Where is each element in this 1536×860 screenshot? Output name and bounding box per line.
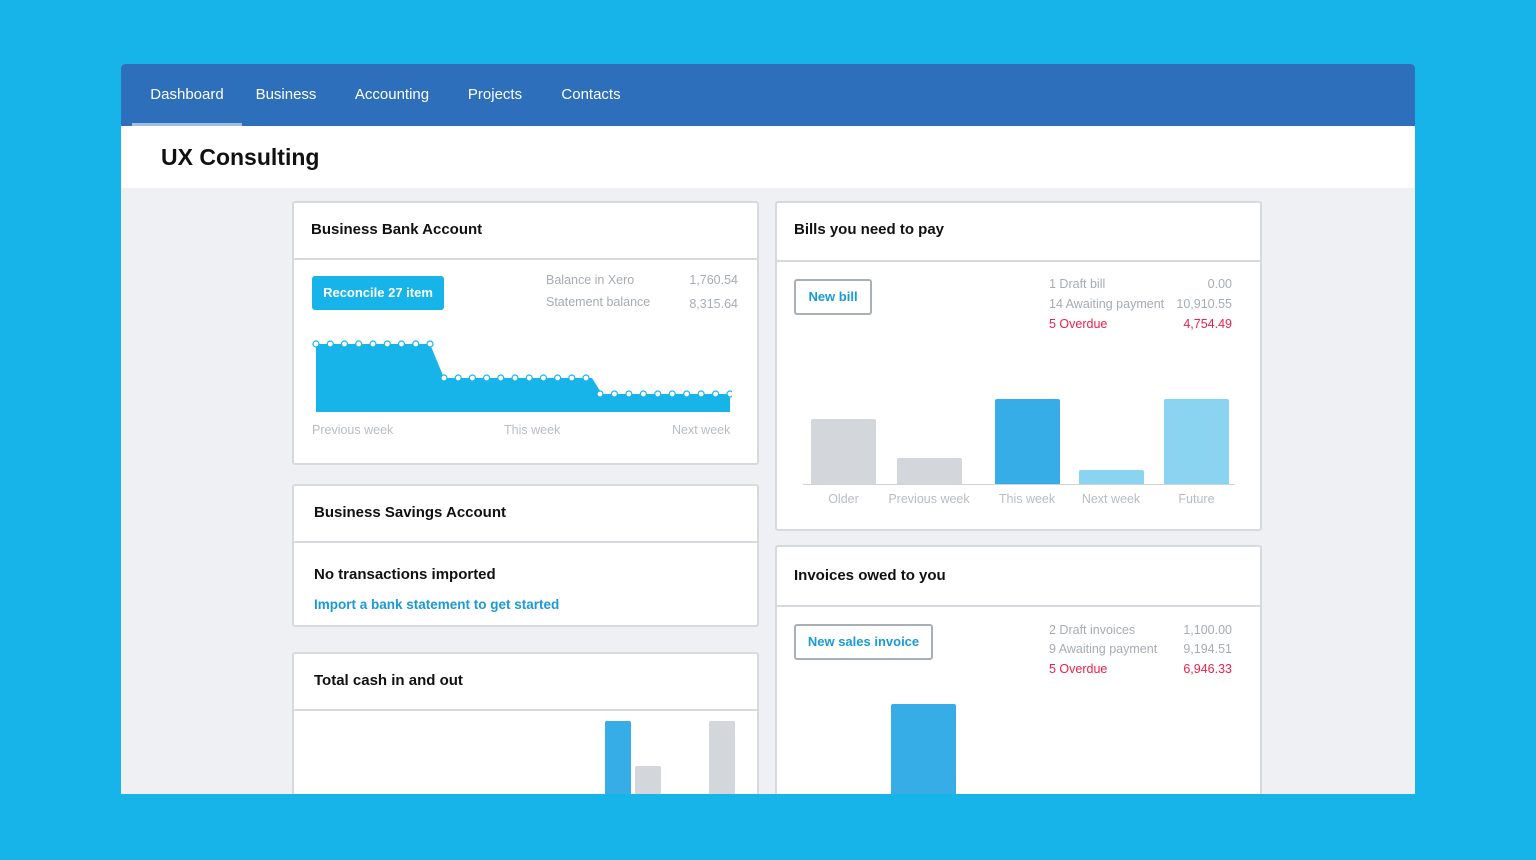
balance-point (596, 390, 604, 398)
balance-points (312, 340, 732, 398)
cash-in-bar (605, 721, 631, 794)
balance-point (711, 390, 720, 398)
balance-point (654, 390, 662, 398)
statement-balance-label: Statement balance (546, 295, 651, 309)
axis-previous-week: Previous week (312, 423, 394, 437)
no-transactions-message: No transactions imported (314, 566, 496, 583)
bills-axis-older: Older (828, 492, 859, 506)
balance-point (497, 374, 505, 382)
new-bill-button[interactable]: New bill (794, 279, 872, 315)
balance-point (726, 390, 732, 398)
balance-xero-value: 1,760.54 (689, 273, 738, 287)
invoice-bar-this-week (891, 704, 956, 794)
draft-bill-value: 0.00 (1207, 277, 1232, 291)
draft-invoices-label: 2 Draft invoices (1049, 623, 1136, 637)
bill-bar-future (1164, 399, 1229, 484)
balance-point (369, 340, 377, 348)
balance-point (426, 340, 434, 348)
balance-point (355, 340, 363, 348)
overdue-value: 6,946.33 (1183, 662, 1232, 676)
awaiting-payment-value: 9,194.51 (1183, 642, 1232, 656)
balance-point (326, 340, 334, 348)
balance-point (511, 374, 519, 382)
axis-this-week: This week (504, 423, 561, 437)
overdue-value: 4,754.49 (1183, 317, 1232, 331)
draft-invoices-value: 1,100.00 (1183, 623, 1232, 637)
nav-dashboard[interactable]: Dashboard (132, 64, 242, 126)
balance-point (568, 374, 576, 382)
card-title[interactable]: Invoices owed to you (794, 567, 946, 584)
awaiting-payment-value: 10,910.55 (1176, 297, 1232, 311)
balance-point (468, 374, 476, 382)
balance-area (316, 344, 730, 412)
top-navigation: Dashboard Business Accounting Projects C… (121, 64, 1415, 126)
card-header: Invoices owed to you (777, 547, 1260, 607)
cash-card: Total cash in and out (292, 652, 759, 794)
card-title[interactable]: Business Bank Account (311, 221, 483, 238)
nav-business[interactable]: Business (255, 86, 317, 103)
balance-point (340, 340, 349, 348)
balance-point (539, 374, 547, 382)
balance-point (383, 340, 391, 348)
balance-point (639, 390, 647, 398)
card-title[interactable]: Bills you need to pay (794, 221, 945, 238)
axis-next-week: Next week (672, 423, 731, 437)
overdue-label[interactable]: 5 Overdue (1049, 662, 1108, 676)
overdue-label[interactable]: 5 Overdue (1049, 317, 1108, 331)
card-header: Business Bank Account (294, 203, 757, 260)
balance-point (668, 390, 676, 398)
nav-contacts[interactable]: Contacts (561, 86, 621, 103)
bill-bar-older (811, 419, 876, 484)
statement-balance-value: 8,315.64 (689, 297, 738, 311)
reconcile-button[interactable]: Reconcile 27 item (312, 276, 444, 310)
bills-axis-next-week: Next week (1081, 492, 1141, 506)
import-statement-link[interactable]: Import a bank statement to get started (314, 597, 560, 612)
balance-area-chart (312, 340, 732, 412)
card-header: Bills you need to pay (777, 203, 1260, 262)
balance-point (412, 340, 420, 348)
balance-point (582, 374, 590, 382)
app-window: Dashboard Business Accounting Projects C… (121, 64, 1415, 794)
balance-point (454, 374, 462, 382)
card-header: Total cash in and out (294, 654, 757, 711)
bank-account-card: Business Bank Account Reconcile 27 item … (292, 201, 759, 465)
balance-point (554, 374, 562, 382)
bill-bar-next-week (1079, 470, 1144, 484)
balance-point (312, 340, 320, 348)
bill-bar-previous-week (897, 458, 962, 484)
balance-point (625, 390, 633, 398)
balance-point (697, 390, 705, 398)
balance-point (483, 374, 491, 382)
card-title[interactable]: Business Savings Account (314, 504, 506, 521)
draft-bill-label: 1 Draft bill (1049, 277, 1106, 291)
balance-point (610, 390, 619, 398)
page-title: UX Consulting (161, 144, 320, 170)
bills-baseline (803, 484, 1235, 485)
cash-out-bar (635, 766, 661, 794)
card-title[interactable]: Total cash in and out (314, 672, 463, 689)
bills-axis-previous-week: Previous week (888, 492, 970, 506)
page-header: UX Consulting (121, 126, 1415, 188)
balance-point (683, 390, 691, 398)
bills-card: Bills you need to pay New bill 1 Draft b… (775, 201, 1262, 531)
bills-axis-future: Future (1178, 492, 1215, 506)
balance-point (525, 374, 533, 382)
nav-accounting[interactable]: Accounting (354, 86, 430, 103)
bill-bar-this-week (995, 399, 1060, 484)
cash-out-bar (709, 721, 735, 794)
awaiting-payment-label: 14 Awaiting payment (1049, 297, 1165, 311)
new-sales-invoice-button[interactable]: New sales invoice (794, 624, 933, 660)
awaiting-payment-label: 9 Awaiting payment (1049, 642, 1158, 656)
nav-projects[interactable]: Projects (467, 86, 523, 103)
invoices-card: Invoices owed to you New sales invoice 2… (775, 545, 1262, 794)
card-header: Business Savings Account (294, 486, 757, 543)
bills-axis-this-week: This week (998, 492, 1056, 506)
savings-account-card: Business Savings Account No transactions… (292, 484, 759, 627)
balance-point (397, 340, 406, 348)
balance-point (440, 374, 448, 382)
balance-xero-label: Balance in Xero (546, 273, 635, 287)
